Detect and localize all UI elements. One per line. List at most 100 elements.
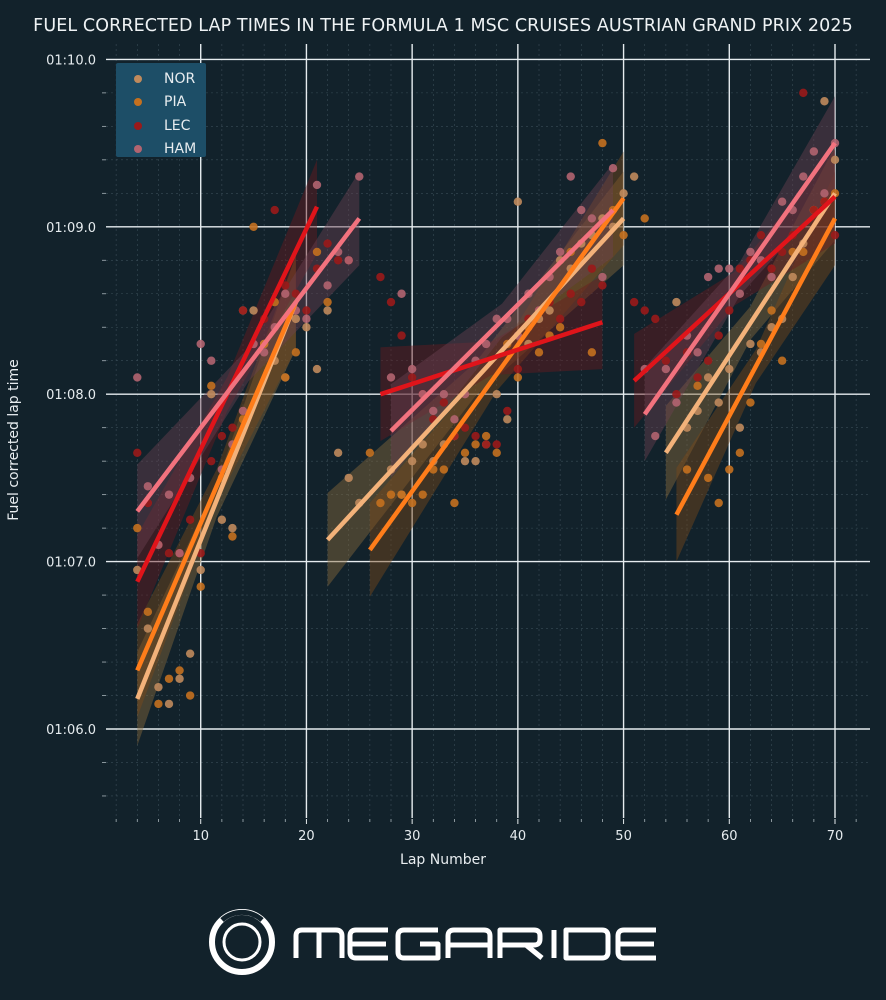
data-point-lec xyxy=(492,440,501,449)
legend-label: PIA xyxy=(164,94,187,111)
data-point-nor xyxy=(629,172,639,181)
data-point-pia xyxy=(312,247,322,257)
data-point-ham xyxy=(746,247,755,257)
data-point-pia xyxy=(767,306,776,315)
data-point-pia xyxy=(492,448,501,457)
y-tick-label: 01:07.0 xyxy=(46,556,96,571)
data-point-pia xyxy=(682,465,692,474)
legend-label: LEC xyxy=(164,117,191,134)
legend-swatch xyxy=(134,121,142,130)
data-point-nor xyxy=(418,440,427,449)
data-point-pia xyxy=(407,498,417,508)
data-point-nor xyxy=(217,515,227,524)
data-point-ham xyxy=(651,431,660,441)
data-point-pia xyxy=(175,666,184,675)
data-point-ham xyxy=(735,289,745,298)
data-point-pia xyxy=(725,465,734,474)
data-point-lec xyxy=(302,306,311,315)
data-point-ham xyxy=(714,264,723,273)
fit-line-ham xyxy=(642,141,837,416)
legend-item-lec: LEC xyxy=(116,114,206,138)
axes: 10 20 30 40 50 60 70 01:06.0 01:07.0 01:08.0 01:09… xyxy=(46,53,857,844)
data-point-pia xyxy=(376,498,385,508)
data-point-nor xyxy=(302,323,311,332)
data-point-pia xyxy=(164,674,174,683)
data-point-pia xyxy=(555,323,565,332)
data-point-pia xyxy=(249,222,258,231)
y-tick-label: 01:08.0 xyxy=(46,388,96,403)
data-point-lec xyxy=(693,373,702,382)
fit-line-lec xyxy=(379,320,604,397)
data-point-pia xyxy=(703,473,713,483)
data-point-nor xyxy=(249,306,258,315)
data-point-lec xyxy=(407,373,417,382)
data-point-pia xyxy=(185,691,195,700)
data-point-ham xyxy=(407,364,417,374)
data-point-lec xyxy=(587,264,597,273)
data-point-pia xyxy=(196,582,205,591)
data-point-lec xyxy=(217,431,227,441)
legend: NOR PIA LEC HAM xyxy=(116,63,206,157)
data-point-nor xyxy=(820,97,829,106)
data-point-nor xyxy=(323,306,332,315)
x-tick-label: 70 xyxy=(827,829,844,844)
data-point-pia xyxy=(587,348,597,357)
data-point-lec xyxy=(207,456,216,466)
data-point-nor xyxy=(228,523,237,533)
data-point-lec xyxy=(397,331,406,340)
y-tick-label: 01:10.0 xyxy=(46,53,96,68)
fit-line-pia xyxy=(368,197,626,552)
data-point-pia xyxy=(714,498,723,508)
fit-line-nor xyxy=(325,216,626,542)
x-tick-label: 10 xyxy=(192,829,209,844)
data-point-ham xyxy=(777,197,787,206)
data-point-ham xyxy=(598,272,607,282)
data-point-pia xyxy=(386,490,396,499)
data-point-nor xyxy=(344,473,353,483)
legend-item-nor: NOR xyxy=(116,67,206,91)
data-point-nor xyxy=(746,339,755,349)
data-point-ham xyxy=(608,164,618,173)
data-point-nor xyxy=(333,448,343,457)
data-point-lec xyxy=(513,364,523,374)
data-point-pia xyxy=(291,348,301,357)
regression-lines xyxy=(135,141,837,700)
data-point-ham xyxy=(799,172,808,181)
data-point-lec xyxy=(640,306,649,315)
data-point-ham xyxy=(207,356,216,365)
data-point-pia xyxy=(619,230,628,240)
data-point-nor xyxy=(471,456,480,466)
data-point-lec xyxy=(767,264,776,273)
data-point-nor xyxy=(164,699,174,709)
data-point-ham xyxy=(196,339,205,349)
x-tick-label: 30 xyxy=(404,829,421,844)
data-point-lec xyxy=(238,306,248,315)
data-point-pia xyxy=(693,381,702,391)
legend-swatch xyxy=(134,98,142,107)
data-point-lec xyxy=(270,205,279,215)
data-point-nor xyxy=(175,674,184,683)
data-point-ham xyxy=(312,180,322,190)
data-point-ham xyxy=(238,406,248,416)
data-point-lec xyxy=(703,356,713,365)
data-point-ham xyxy=(672,398,681,407)
y-tick-label: 01:06.0 xyxy=(46,723,96,738)
data-point-nor xyxy=(830,155,840,165)
legend-swatch xyxy=(134,145,142,154)
data-point-ham xyxy=(820,189,829,198)
data-point-ham xyxy=(566,172,575,181)
data-point-nor xyxy=(788,272,797,282)
data-point-lec xyxy=(661,356,671,365)
data-point-nor xyxy=(714,398,723,407)
data-point-pia xyxy=(799,247,808,257)
data-point-lec xyxy=(281,281,290,290)
data-point-ham xyxy=(809,147,819,156)
data-point-pia xyxy=(534,348,544,357)
data-point-nor xyxy=(513,197,523,206)
data-point-lec xyxy=(376,272,385,282)
data-point-ham xyxy=(555,247,565,257)
data-point-pia xyxy=(735,448,745,457)
legend-label: NOR xyxy=(164,70,196,87)
data-point-lec xyxy=(481,440,491,449)
data-point-nor xyxy=(133,565,142,575)
